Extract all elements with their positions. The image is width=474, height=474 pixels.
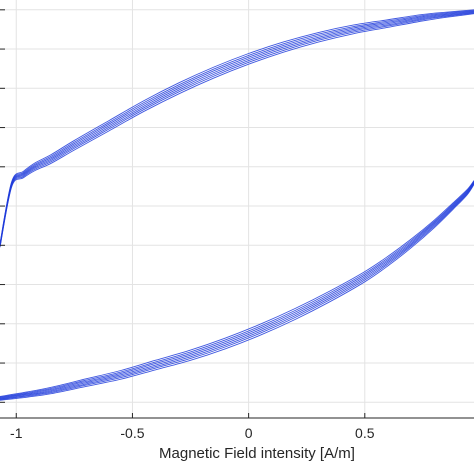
loop-branch-upper <box>0 10 474 245</box>
loop-branch-lower <box>0 180 474 397</box>
grid <box>0 0 474 418</box>
x-axis-label: Magnetic Field intensity [A/m] <box>159 445 355 462</box>
x-tick-label: 0.5 <box>355 425 375 441</box>
x-tick-label: -1 <box>10 425 23 441</box>
loop-branch-lower <box>0 181 474 398</box>
loop-branch-lower <box>0 183 474 401</box>
loop-branch-upper <box>0 11 474 246</box>
hysteresis-loop <box>0 9 474 401</box>
loop-branch-upper <box>0 13 474 248</box>
loop-branch-lower <box>0 182 474 400</box>
loop-branch-lower <box>0 184 474 401</box>
loop-branch-upper <box>0 9 474 244</box>
loop-branch-lower <box>0 182 474 399</box>
loop-branch-upper <box>0 12 474 247</box>
x-ticks: -1 -0.5 0 0.5 <box>0 9 375 441</box>
x-tick-label: 0 <box>245 425 253 441</box>
loop-branch-upper <box>0 11 474 247</box>
loop-branch-lower <box>0 181 474 399</box>
x-tick-label: -0.5 <box>120 425 144 441</box>
loop-branch-upper <box>0 10 474 245</box>
